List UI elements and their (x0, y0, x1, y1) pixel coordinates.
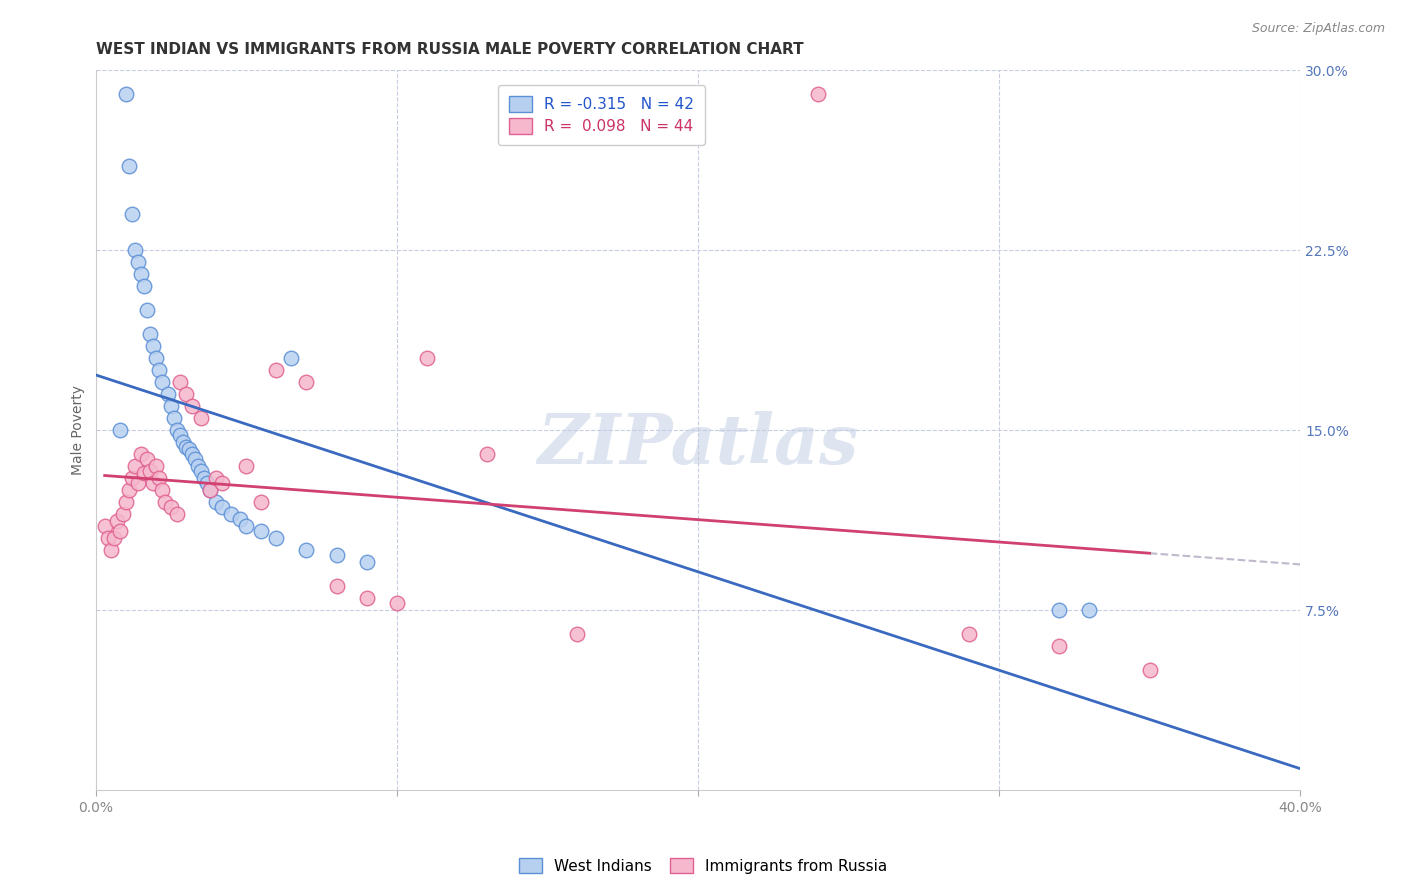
Point (266, 363, 288, 377)
Point (295, 543, 318, 558)
Point (127, 476, 149, 491)
Point (211, 500, 233, 514)
Point (567, 627, 589, 641)
Point (1047, 639, 1070, 653)
Point (356, 591, 378, 606)
Point (235, 519, 257, 533)
Point (150, 376, 173, 390)
Point (195, 476, 218, 491)
Point (124, 459, 146, 474)
Point (229, 512, 252, 526)
Point (148, 471, 170, 485)
Point (385, 596, 408, 610)
Point (111, 508, 134, 522)
Point (132, 279, 155, 293)
Point (181, 399, 204, 413)
Point (250, 524, 273, 538)
Text: WEST INDIAN VS IMMIGRANTS FROM RUSSIA MALE POVERTY CORRELATION CHART: WEST INDIAN VS IMMIGRANTS FROM RUSSIA MA… (96, 42, 803, 57)
Point (1047, 603, 1070, 617)
Point (129, 268, 152, 282)
Legend: West Indians, Immigrants from Russia: West Indians, Immigrants from Russia (513, 852, 893, 880)
Point (148, 363, 170, 377)
Point (108, 524, 131, 538)
Point (280, 351, 302, 366)
Point (153, 495, 176, 509)
Point (145, 351, 167, 366)
Point (108, 423, 131, 437)
Point (156, 387, 179, 401)
Point (169, 376, 191, 390)
Point (198, 483, 221, 498)
Point (160, 399, 183, 413)
Point (135, 303, 157, 318)
Point (190, 411, 212, 425)
Point (325, 579, 347, 593)
Point (97, 531, 120, 545)
Point (163, 411, 186, 425)
Point (139, 464, 162, 478)
Point (142, 339, 165, 353)
Point (807, 87, 830, 102)
Point (121, 207, 143, 221)
Point (124, 244, 146, 258)
Point (169, 428, 191, 442)
Point (1078, 603, 1101, 617)
Point (121, 471, 143, 485)
Point (250, 495, 273, 509)
Legend: R = -0.315   N = 42, R =  0.098   N = 44: R = -0.315 N = 42, R = 0.098 N = 44 (498, 86, 704, 145)
Point (957, 627, 980, 641)
Point (205, 471, 228, 485)
Point (184, 452, 207, 467)
Point (160, 500, 183, 514)
Point (356, 555, 378, 569)
Point (129, 447, 152, 461)
Point (103, 531, 125, 545)
Point (174, 440, 197, 454)
Point (219, 508, 242, 522)
Point (193, 471, 215, 485)
Y-axis label: Male Poverty: Male Poverty (72, 385, 86, 475)
Point (198, 483, 221, 498)
Point (174, 387, 197, 401)
Point (235, 459, 257, 474)
Point (1139, 663, 1161, 677)
Point (105, 515, 128, 529)
Point (118, 160, 141, 174)
Point (118, 483, 141, 498)
Point (205, 495, 228, 509)
Point (127, 255, 149, 269)
Point (132, 467, 155, 481)
Point (139, 327, 162, 342)
Point (177, 442, 200, 457)
Point (93, 519, 115, 533)
Point (145, 459, 167, 474)
Point (475, 447, 498, 461)
Point (325, 548, 347, 562)
Point (166, 508, 188, 522)
Point (266, 531, 288, 545)
Point (187, 459, 209, 474)
Point (211, 476, 233, 491)
Point (181, 447, 204, 461)
Text: ZIPatlas: ZIPatlas (537, 411, 859, 478)
Point (172, 435, 194, 450)
Point (190, 464, 212, 478)
Point (100, 543, 122, 558)
Point (150, 483, 173, 498)
Point (135, 452, 157, 467)
Point (114, 87, 136, 102)
Text: Source: ZipAtlas.com: Source: ZipAtlas.com (1251, 22, 1385, 36)
Point (416, 351, 439, 366)
Point (142, 476, 165, 491)
Point (166, 423, 188, 437)
Point (295, 376, 318, 390)
Point (114, 495, 136, 509)
